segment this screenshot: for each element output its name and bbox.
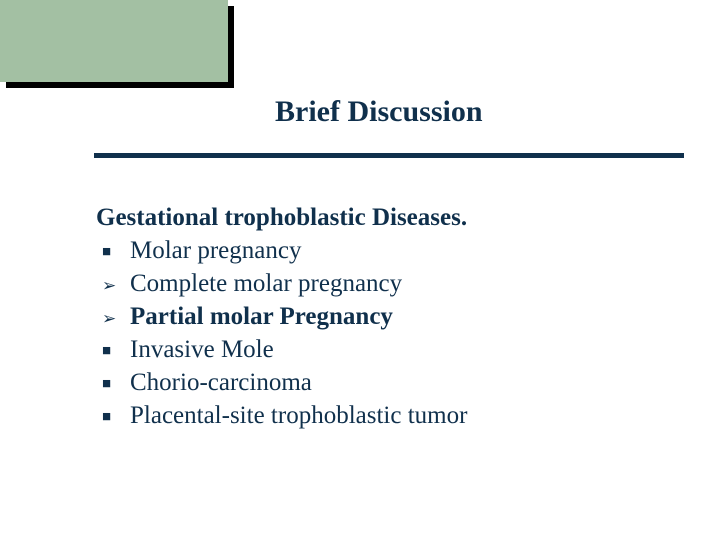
arrow-bullet-icon: ➢	[102, 308, 130, 330]
list-item: ➢ Partial molar Pregnancy	[102, 300, 467, 333]
list-item: ■ Chorio-carcinoma	[102, 366, 467, 399]
title-divider	[94, 153, 684, 158]
square-bullet-icon: ■	[102, 408, 130, 428]
slide-content: Gestational trophoblastic Diseases. ■ Mo…	[96, 204, 467, 432]
list-item: ■ Molar pregnancy	[102, 234, 467, 267]
content-list: ■ Molar pregnancy ➢ Complete molar pregn…	[96, 234, 467, 432]
list-item-text: Placental-site trophoblastic tumor	[130, 399, 467, 432]
slide-title: Brief Discussion	[275, 95, 483, 129]
list-item-text: Invasive Mole	[130, 333, 274, 366]
square-bullet-icon: ■	[102, 375, 130, 395]
list-item: ➢ Complete molar pregnancy	[102, 267, 467, 300]
square-bullet-icon: ■	[102, 342, 130, 362]
content-heading: Gestational trophoblastic Diseases.	[96, 204, 467, 232]
arrow-bullet-icon: ➢	[102, 275, 130, 297]
list-item-text: Complete molar pregnancy	[130, 267, 402, 300]
list-item-text: Chorio-carcinoma	[130, 366, 312, 399]
list-item-text: Partial molar Pregnancy	[130, 300, 393, 333]
list-item: ■ Placental-site trophoblastic tumor	[102, 399, 467, 432]
corner-decoration	[0, 0, 234, 86]
list-item-text: Molar pregnancy	[130, 234, 301, 267]
corner-front	[0, 0, 228, 82]
list-item: ■ Invasive Mole	[102, 333, 467, 366]
square-bullet-icon: ■	[102, 243, 130, 263]
